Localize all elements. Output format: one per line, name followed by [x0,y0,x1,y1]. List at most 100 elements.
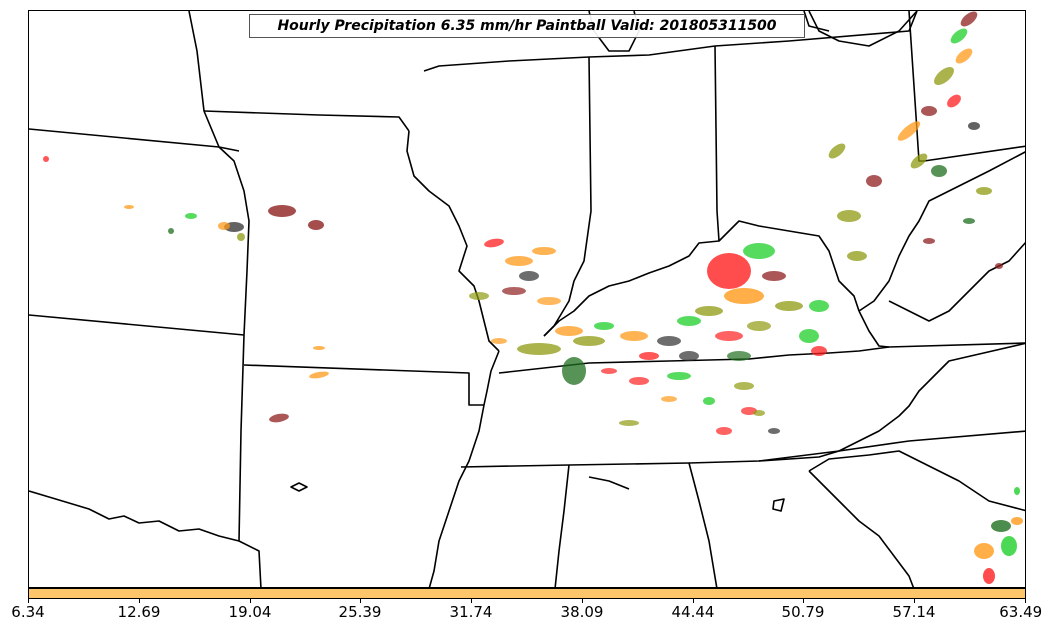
border-ohio-river [543,220,860,337]
precip-blob [934,67,954,85]
border-missouri-south [243,364,484,406]
border-indiana-ohio [714,45,720,242]
precip-blob [269,413,289,423]
precip-blob [620,331,648,341]
border-nc-sc [808,450,1025,512]
precip-blob [897,121,921,141]
precip-blob [537,297,561,305]
colorbar-tick-label: 57.14 [892,603,936,621]
precip-blob [950,28,968,44]
precip-blob [573,336,605,346]
border-missouri-west [188,11,250,336]
precip-blob [866,175,882,187]
precip-blob [661,396,677,402]
precip-blob [679,351,699,361]
border-mississippi-alabama [554,464,570,587]
precip-blob [753,410,765,416]
precip-blob [308,220,324,230]
colorbar-tick [914,599,915,603]
precip-blob [847,251,867,261]
colorbar-tick [803,599,804,603]
precip-blob [268,205,296,217]
precip-blob [716,427,732,435]
border-tennessee-south [460,450,840,468]
colorbar-tick-label: 44.44 [671,603,715,621]
border-michigan-indiana [588,45,716,58]
precip-blob [931,165,947,177]
precip-paintballs [43,11,1023,584]
colorbar [28,588,1026,599]
feature-lake-texoma [290,482,308,492]
colorbar-tick [360,599,361,603]
colorbar-tick-label: 50.79 [781,603,825,621]
precip-blob [469,292,489,300]
lake-erie [808,11,918,47]
precip-blob [43,156,49,162]
border-kansas-south [29,314,245,336]
precip-blob [491,338,507,344]
precip-blob [309,371,329,379]
precip-blob [775,301,803,311]
precip-blob [727,351,751,361]
colorbar-tick [471,599,472,603]
precip-blob [995,263,1003,269]
colorbar-tick [28,599,29,603]
border-ohio-north [714,11,918,47]
precip-blob [809,300,829,312]
lake-erie-inner [803,11,830,32]
border-wisconsin-illinois [423,56,590,72]
precip-blob [677,316,701,326]
border-kentucky-south [498,342,1025,374]
colorbar-tick-label: 25.39 [338,603,382,621]
precip-blob [743,243,775,259]
precip-blob [960,11,978,27]
precip-blob [837,210,861,222]
precip-blob [707,253,751,289]
colorbar-tick-label: 6.34 [11,603,45,621]
precip-blob [168,228,174,234]
state-borders [29,11,1025,587]
precip-blob [747,321,771,331]
colorbar-tick-label: 12.69 [117,603,161,621]
precip-blob [910,153,928,169]
precip-blob [974,543,994,559]
border-georgia-sc [808,470,915,587]
title-box: Hourly Precipitation 6.35 mm/hr Paintbal… [249,14,805,38]
precip-blob [505,256,533,266]
colorbar-tick [582,599,583,603]
precip-blob [762,271,786,281]
precip-blob [968,122,980,130]
chart-title: Hourly Precipitation 6.35 mm/hr Paintbal… [277,18,777,34]
precip-blob [594,322,614,330]
map-canvas [29,11,1025,587]
colorbar-tick [693,599,694,603]
precip-blob [313,346,325,350]
border-virginia-wv [888,242,1025,322]
map-panel [28,10,1026,588]
precip-blob [1014,487,1020,495]
precip-blob [619,420,639,426]
precip-blob [519,271,539,281]
colorbar-tick [1025,599,1026,603]
precip-blob [799,329,819,343]
precip-blob [657,336,681,346]
precip-blob [1011,517,1023,525]
precip-blob [703,397,715,405]
precip-blob [555,326,583,336]
precip-blob [983,568,995,584]
border-red-river [29,490,240,542]
colorbar-tick [139,599,140,603]
precip-blob [991,520,1011,532]
precip-blob [955,48,973,64]
precip-blob [1001,536,1017,556]
precip-blob [237,233,245,241]
colorbar-tick-label: 38.09 [560,603,604,621]
precip-blob [923,238,935,244]
border-pennsylvania-ohio [908,11,1025,162]
border-alabama-georgia [688,462,718,587]
precip-blob [811,346,827,356]
precip-blob [947,94,961,108]
precip-blob [502,287,526,295]
precip-blob [532,247,556,255]
precip-blob [124,205,134,209]
